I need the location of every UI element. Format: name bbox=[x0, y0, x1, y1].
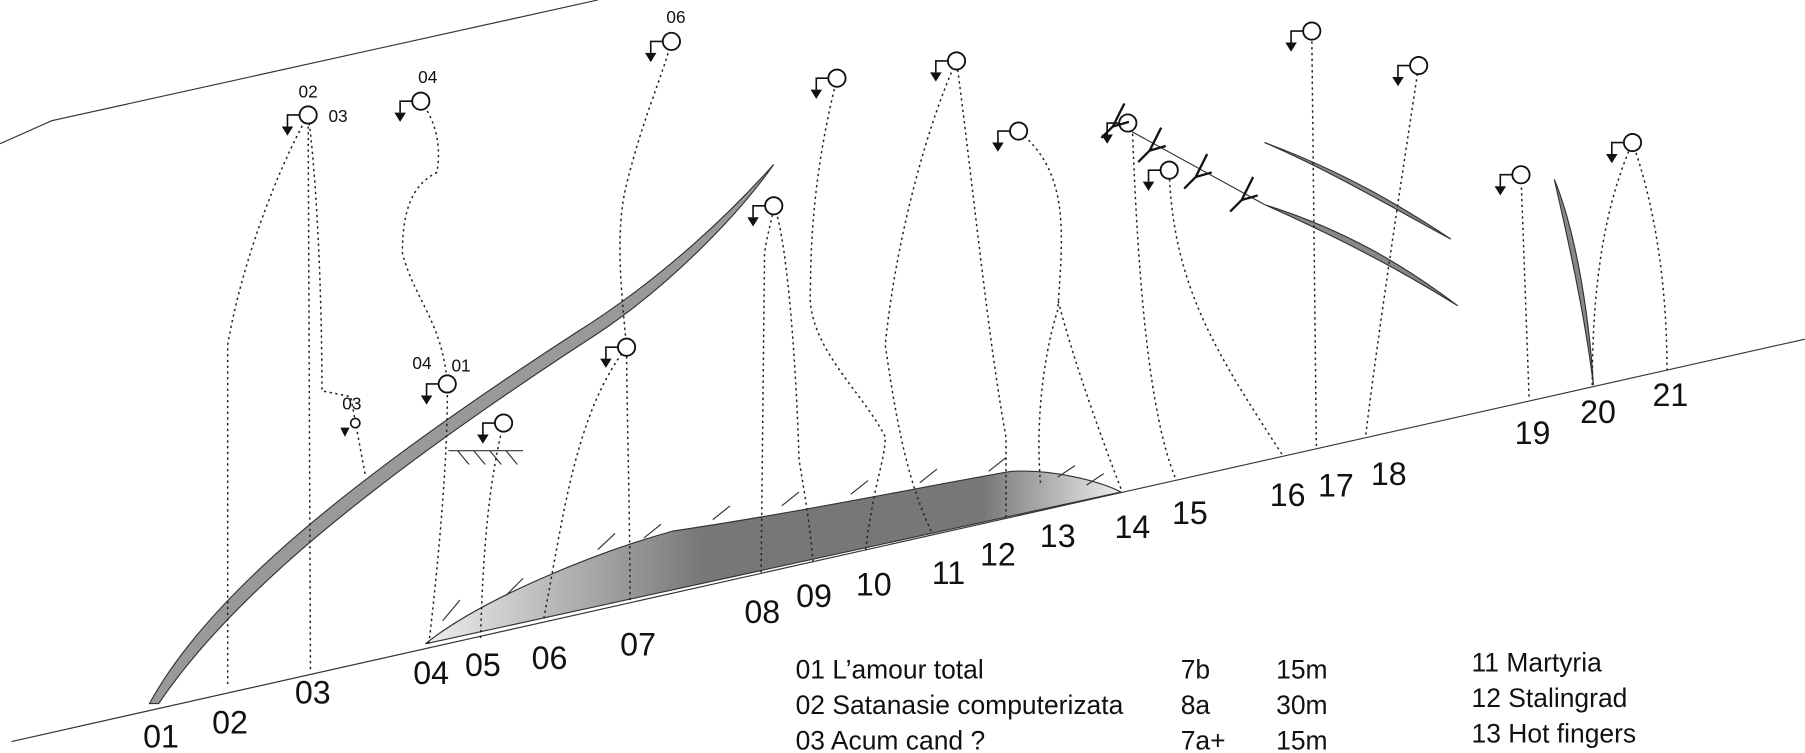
anchor bbox=[437, 374, 457, 394]
anchor-arrow-head bbox=[992, 142, 1004, 152]
anchor-label: 01 bbox=[451, 355, 470, 375]
route-number: 19 bbox=[1515, 415, 1551, 451]
anchor-arrow-head bbox=[1606, 154, 1618, 164]
route-length: 15m bbox=[1276, 654, 1327, 684]
anchor-label: 04 bbox=[412, 353, 432, 373]
route-number: 17 bbox=[1318, 468, 1354, 504]
anchor-label: 02 bbox=[299, 82, 318, 102]
anchor bbox=[1511, 165, 1531, 185]
route-number: 10 bbox=[856, 567, 892, 603]
anchor-label: 03 bbox=[328, 106, 347, 126]
anchor bbox=[827, 68, 847, 88]
anchor bbox=[298, 105, 318, 125]
anchor-arrow bbox=[649, 40, 663, 53]
route-number: 02 bbox=[212, 704, 248, 740]
route-number: 20 bbox=[1580, 394, 1616, 430]
anchor-label: 04 bbox=[418, 67, 438, 87]
route-number: 18 bbox=[1371, 456, 1407, 492]
route-number: 15 bbox=[1172, 495, 1208, 531]
anchor bbox=[411, 91, 431, 111]
route-name: 13 Hot fingers bbox=[1472, 719, 1637, 749]
anchor-arrow bbox=[1499, 173, 1512, 187]
anchor-arrow-head bbox=[600, 358, 612, 368]
anchor-arrow-head bbox=[644, 52, 657, 63]
anchor-arrow-head bbox=[747, 217, 759, 227]
anchor-arrow-head bbox=[930, 72, 942, 82]
route-name: 01 L’amour total bbox=[796, 654, 984, 684]
anchor-arrow-head bbox=[810, 89, 823, 99]
route-length: 15m bbox=[1276, 726, 1327, 753]
route-number: 21 bbox=[1653, 377, 1689, 413]
anchor bbox=[494, 413, 514, 433]
anchor bbox=[1009, 121, 1029, 141]
route-number: 16 bbox=[1270, 477, 1306, 513]
anchor bbox=[1409, 55, 1429, 76]
anchor-arrow bbox=[286, 114, 299, 127]
route-number: 12 bbox=[980, 537, 1016, 573]
route-number: 13 bbox=[1040, 518, 1076, 554]
anchor-arrow bbox=[482, 422, 495, 435]
tree bbox=[1100, 102, 1130, 139]
anchor-arrow bbox=[935, 60, 948, 73]
anchor-arrow bbox=[815, 77, 828, 90]
route-grade: 7b bbox=[1181, 654, 1210, 684]
route-number: 11 bbox=[932, 555, 965, 591]
anchor-arrow-head bbox=[1494, 186, 1507, 196]
anchor bbox=[661, 31, 681, 51]
anchor-label: 06 bbox=[666, 7, 685, 27]
anchor-arrow bbox=[399, 100, 412, 113]
anchor-arrow-head bbox=[1142, 181, 1155, 191]
anchor-arrow-head bbox=[1101, 134, 1113, 144]
route-length: 30m bbox=[1276, 690, 1327, 720]
anchor bbox=[946, 51, 967, 71]
route-number: 05 bbox=[465, 647, 501, 683]
anchor bbox=[349, 417, 361, 429]
anchor-arrow-head bbox=[281, 126, 294, 136]
route-number: 08 bbox=[744, 594, 780, 630]
anchor-arrow bbox=[997, 130, 1010, 143]
route-number: 07 bbox=[620, 626, 656, 662]
route-name: 12 Stalingrad bbox=[1472, 683, 1628, 713]
route-grade: 8a bbox=[1181, 690, 1211, 720]
anchor bbox=[1622, 133, 1643, 153]
anchor-arrow-head bbox=[1285, 42, 1297, 52]
tree bbox=[1183, 153, 1213, 190]
route-number: 04 bbox=[413, 655, 449, 691]
anchor-arrow-head bbox=[394, 112, 406, 122]
anchor bbox=[764, 196, 784, 216]
tree bbox=[1137, 127, 1167, 163]
anchor-arrow bbox=[425, 383, 439, 396]
anchor bbox=[1159, 160, 1179, 180]
route-number: 01 bbox=[143, 718, 179, 753]
route-name: 02 Satanasie computerizata bbox=[796, 690, 1124, 720]
route-name: 03 Acum cand ? bbox=[796, 726, 986, 753]
anchor-arrow bbox=[1397, 64, 1410, 78]
anchor-arrow-head bbox=[340, 427, 350, 437]
tree bbox=[1229, 176, 1259, 213]
anchor bbox=[1302, 21, 1322, 41]
route-number: 09 bbox=[796, 578, 832, 614]
route-number: 03 bbox=[295, 675, 331, 711]
anchor-arrow bbox=[1290, 30, 1303, 43]
route-number: 14 bbox=[1115, 509, 1151, 545]
anchor-arrow bbox=[752, 204, 765, 218]
route-number: 06 bbox=[532, 640, 568, 676]
anchor-arrow bbox=[1147, 169, 1161, 182]
anchor-label: 03 bbox=[342, 393, 361, 413]
route-grade: 7a+ bbox=[1181, 726, 1226, 753]
anchor-arrow-head bbox=[477, 434, 489, 444]
anchor-arrow bbox=[605, 346, 618, 359]
anchors bbox=[281, 21, 1643, 444]
anchor-arrow-head bbox=[1392, 77, 1404, 87]
anchor-arrow bbox=[1611, 141, 1624, 155]
route-name: 11 Martyria bbox=[1472, 647, 1603, 677]
anchor bbox=[617, 337, 637, 357]
anchor-arrow-head bbox=[420, 395, 433, 405]
